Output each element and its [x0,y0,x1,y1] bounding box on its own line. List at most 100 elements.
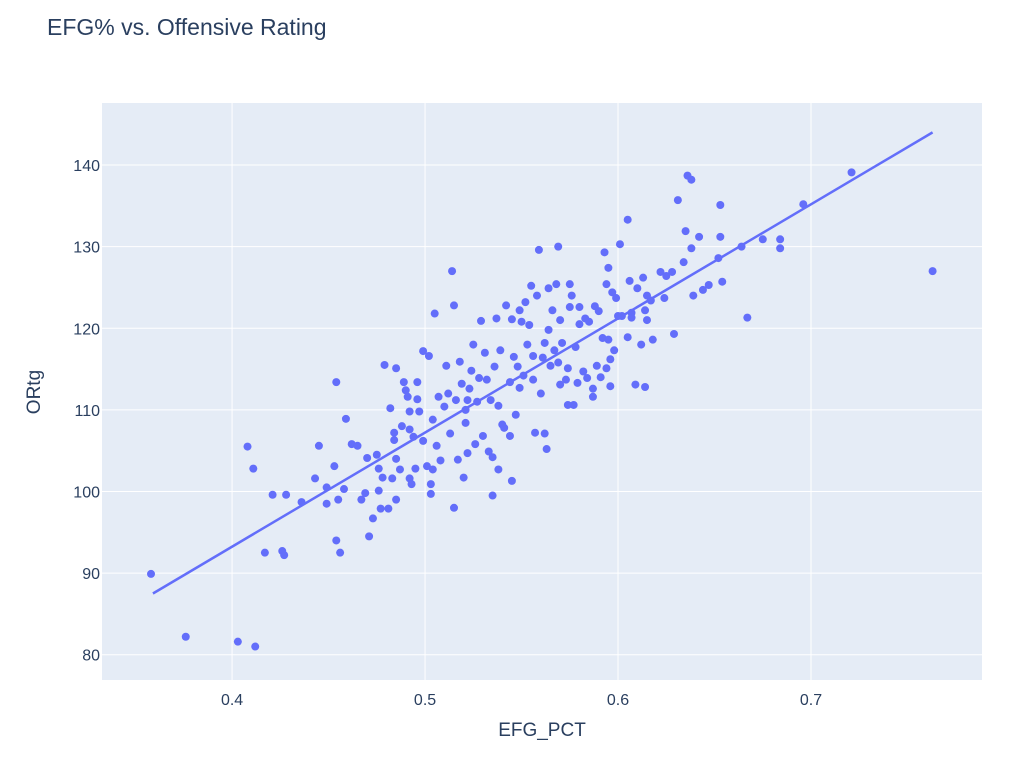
point [280,551,289,560]
point [249,464,258,473]
point [181,632,190,641]
point [147,569,156,578]
point [340,485,348,494]
point [384,504,393,513]
point [401,386,410,395]
point [563,400,572,409]
point [426,480,435,489]
point [450,301,458,310]
point [390,436,399,445]
point [486,396,495,405]
point [548,306,557,315]
point [606,382,615,391]
point [596,373,605,382]
point [509,352,518,361]
point [716,232,725,241]
point [689,291,698,300]
point [428,465,437,474]
point [554,242,563,251]
point [488,491,497,500]
point [552,280,561,289]
point [461,418,470,427]
point [656,267,665,276]
point [368,514,377,523]
point [490,362,499,371]
point [475,374,484,383]
point [484,447,493,456]
point [451,396,460,405]
point [583,374,592,383]
point [660,294,669,303]
point [513,362,522,371]
point [397,422,406,431]
point [374,486,383,495]
point [573,378,582,387]
point [637,340,646,349]
point [372,450,381,459]
point [592,361,601,370]
point [392,364,401,373]
point [695,232,704,241]
point [585,317,594,326]
y-tick-label: 140 [73,158,100,175]
point [415,407,424,416]
point [494,465,503,474]
point [565,280,574,289]
point [442,361,451,370]
point [623,333,632,342]
point [542,445,551,454]
point [392,495,401,504]
point [529,351,538,360]
x-tick-label: 0.5 [414,692,436,709]
point [492,314,501,323]
point [575,320,584,329]
point [515,306,524,315]
grid [102,103,982,680]
point [376,504,385,513]
point [515,383,524,392]
point [662,272,671,281]
point [477,316,486,325]
point [450,503,458,512]
point [332,378,341,387]
point [386,404,395,413]
marks [147,131,937,651]
point [698,285,707,294]
point [563,364,572,373]
point [446,429,455,438]
point [482,375,491,384]
point [569,400,578,409]
point [627,313,636,322]
point [602,280,611,289]
point [606,355,615,364]
point [928,267,937,276]
point [525,320,534,329]
point [544,325,553,334]
point [469,340,478,349]
point [353,441,362,450]
point [641,306,650,315]
point [588,392,597,401]
point [776,235,785,244]
point [426,489,435,498]
point [496,346,505,355]
point [847,168,856,177]
point [395,465,404,474]
point [612,294,621,303]
point [463,396,472,405]
point [625,276,634,285]
point [322,499,331,508]
point [505,431,514,440]
point [558,338,567,347]
point [623,215,632,224]
y-tick-label: 130 [73,240,100,257]
y-tick-label: 120 [73,321,100,338]
point [538,353,547,362]
point [600,248,609,257]
point [550,346,559,355]
point [527,281,536,290]
point [480,348,489,357]
point [681,227,690,236]
point [336,548,345,557]
